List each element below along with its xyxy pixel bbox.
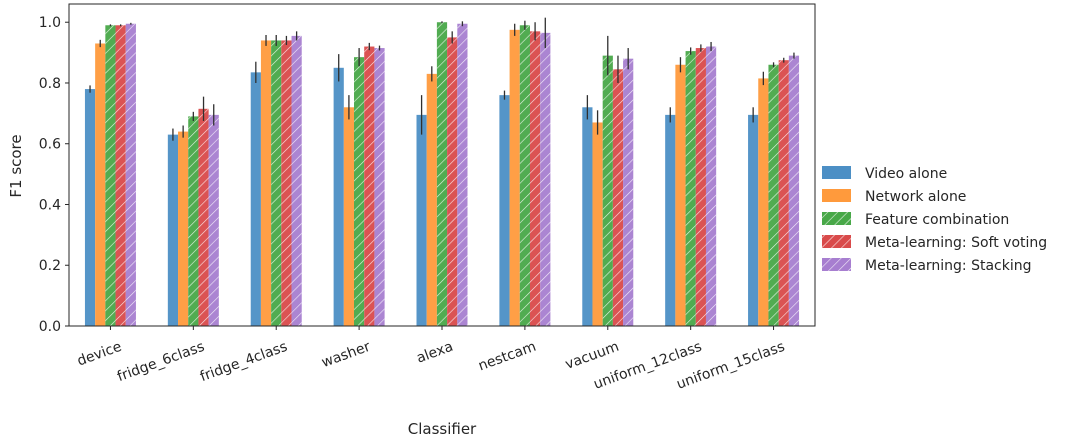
bar-fridge_4class-series-0 [250,72,261,326]
bar-hatch-uniform_15class-series-2 [768,64,779,327]
bar-hatch-vacuum-series-2 [602,55,613,326]
bar-device-series-0 [84,89,96,326]
legend: Video alone Network alone Feature combinat… [822,166,1047,274]
legend-swatch-series-1 [822,189,851,202]
bar-hatch-washer-series-2 [354,57,365,327]
bar-hatch-washer-series-4 [374,48,385,326]
y-tick-label: 0.0 [39,319,61,335]
bar-hatch-nestcam-series-3 [529,31,541,326]
x-tick-label-fridge_6class: fridge_6class [115,339,207,385]
bar-hatch-fridge_4class-series-3 [281,40,292,327]
bar-hatch-fridge_6class-series-3 [198,108,209,327]
bar-hatch-alexa-series-4 [457,23,468,327]
bar-alexa-series-1 [426,73,437,327]
y-axis-label: F1 score [7,134,25,197]
x-tick-label-washer: washer [319,339,372,371]
bar-hatch-uniform_12class-series-4 [705,46,717,327]
bar-uniform_15class-series-0 [748,114,759,327]
bar-hatch-uniform_15class-series-3 [778,60,789,326]
bar-alexa-series-0 [416,114,427,327]
bar-vacuum-series-0 [582,107,593,326]
x-tick-label-device: device [75,339,124,370]
legend-swatch-hatch-series-3 [822,235,851,248]
bar-hatch-uniform_12class-series-2 [685,51,696,327]
bar-hatch-nestcam-series-2 [519,25,530,326]
bar-hatch-alexa-series-3 [447,37,458,326]
bar-hatch-device-series-2 [105,25,116,326]
bar-hatch-fridge_4class-series-4 [291,35,302,326]
bar-fridge_6class-series-0 [167,134,179,326]
bar-uniform_12class-series-0 [665,114,676,327]
x-axis-label: Classifier [408,420,477,438]
x-tick-label-nestcam: nestcam [476,339,538,375]
legend-label-series-3: Meta-learning: Soft voting [865,235,1047,251]
x-tick-label-alexa: alexa [414,339,455,367]
bar-nestcam-series-0 [499,95,510,326]
bar-device-series-1 [95,43,106,326]
bar-fridge_6class-series-1 [178,131,189,326]
bar-fridge_4class-series-1 [260,40,272,327]
bar-hatch-vacuum-series-3 [612,69,624,327]
bar-hatch-fridge_6class-series-4 [208,114,219,327]
bar-hatch-vacuum-series-4 [623,58,634,326]
bar-hatch-alexa-series-2 [436,22,448,327]
bar-hatch-washer-series-3 [364,46,375,327]
x-tick-label-fridge_4class: fridge_4class [198,339,290,385]
bar-hatch-fridge_4class-series-2 [271,40,282,327]
legend-label-series-2: Feature combination [865,212,1009,228]
bar-nestcam-series-1 [509,29,520,327]
bar-uniform_12class-series-1 [675,64,686,327]
y-tick-label: 0.4 [39,197,61,213]
bar-hatch-device-series-3 [115,25,126,326]
legend-label-series-1: Network alone [865,189,966,205]
bar-washer-series-1 [343,107,355,326]
bar-hatch-uniform_12class-series-3 [695,48,706,326]
bar-uniform_15class-series-1 [758,78,769,326]
y-tick-label: 1.0 [39,15,61,31]
y-tick-label: 0.2 [39,258,61,274]
legend-swatch-hatch-series-2 [822,212,851,225]
bar-washer-series-0 [333,67,344,326]
legend-label-series-0: Video alone [865,166,947,182]
bar-hatch-uniform_15class-series-4 [788,55,800,326]
x-tick-label-vacuum: vacuum [563,339,621,373]
legend-label-series-4: Meta-learning: Stacking [865,258,1032,274]
y-tick-label: 0.6 [39,137,61,153]
bar-hatch-fridge_6class-series-2 [188,116,199,326]
bar-hatch-device-series-4 [125,23,136,327]
bar-vacuum-series-1 [592,122,603,326]
y-tick-label: 0.8 [39,76,61,92]
bar-hatch-nestcam-series-4 [540,32,551,326]
legend-swatch-series-0 [822,166,851,179]
legend-swatch-hatch-series-4 [822,258,851,271]
